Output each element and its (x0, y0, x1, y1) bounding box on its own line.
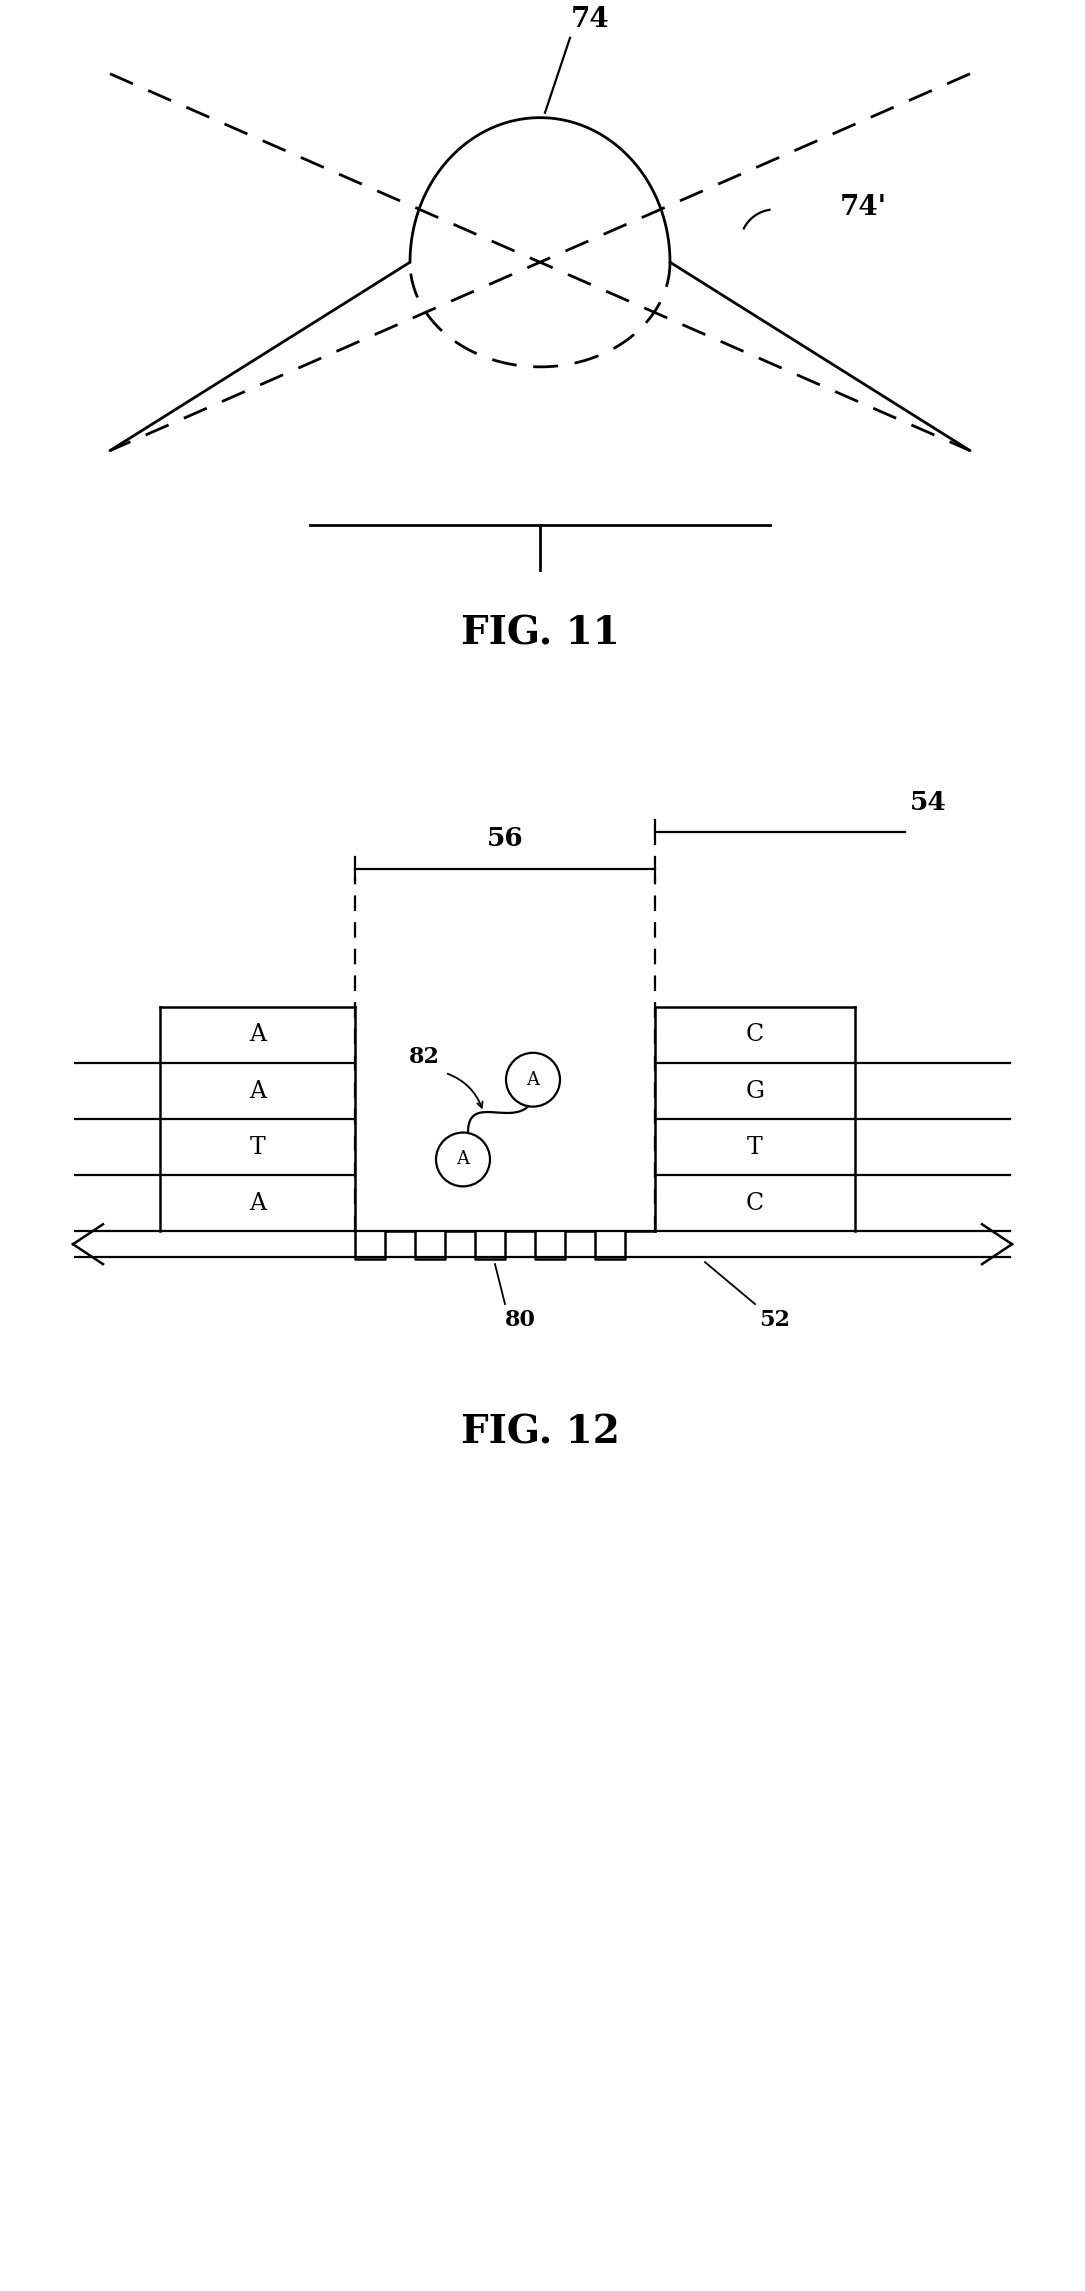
Text: C: C (746, 1191, 764, 1214)
Text: A: A (248, 1024, 266, 1047)
Text: A: A (248, 1191, 266, 1214)
Text: 74: 74 (571, 7, 610, 32)
Text: C: C (746, 1024, 764, 1047)
Text: A: A (457, 1150, 470, 1168)
Text: 74': 74' (840, 195, 888, 220)
Text: 52: 52 (760, 1308, 791, 1331)
Text: A: A (248, 1079, 266, 1102)
Text: FIG. 11: FIG. 11 (461, 614, 620, 653)
Text: T: T (748, 1136, 763, 1159)
Text: 56: 56 (487, 827, 523, 852)
Text: A: A (526, 1070, 539, 1088)
Text: 80: 80 (505, 1308, 535, 1331)
Text: 82: 82 (409, 1045, 441, 1068)
Text: 54: 54 (910, 790, 947, 816)
Text: FIG. 12: FIG. 12 (460, 1414, 620, 1452)
Text: G: G (745, 1079, 765, 1102)
Text: T: T (250, 1136, 266, 1159)
